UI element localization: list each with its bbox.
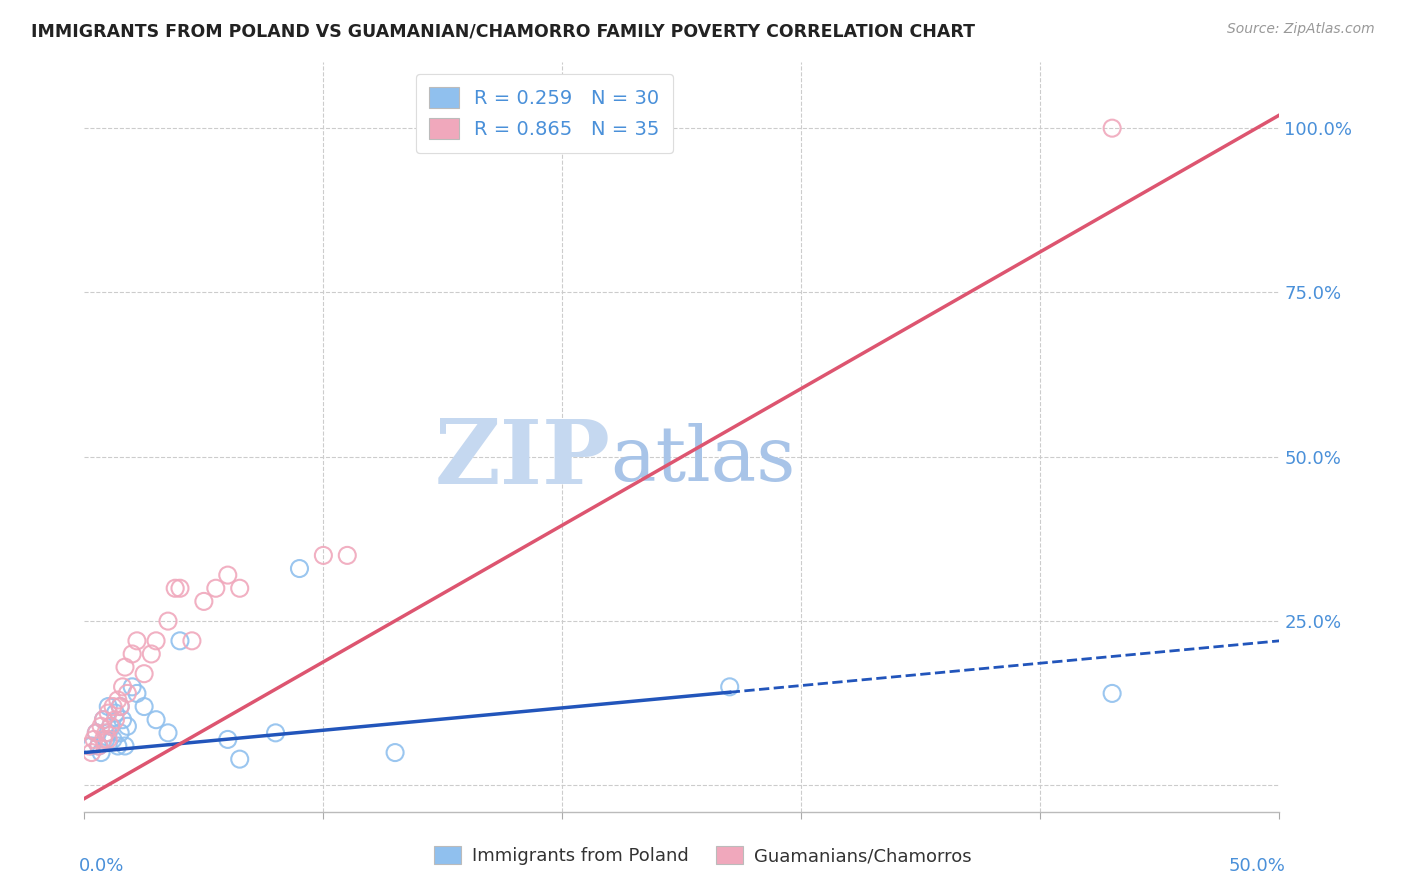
Point bbox=[125, 633, 148, 648]
Point bbox=[86, 726, 108, 740]
Point bbox=[97, 726, 120, 740]
Point bbox=[145, 633, 167, 648]
Point bbox=[117, 719, 139, 733]
Point bbox=[117, 686, 139, 700]
Point bbox=[229, 581, 252, 595]
Text: 0.0%: 0.0% bbox=[79, 856, 124, 875]
Point bbox=[217, 732, 239, 747]
Point bbox=[87, 739, 110, 753]
Point bbox=[104, 713, 127, 727]
Point bbox=[141, 647, 163, 661]
Point bbox=[1101, 121, 1123, 136]
Point bbox=[83, 732, 105, 747]
Point bbox=[336, 549, 359, 563]
Point bbox=[125, 686, 148, 700]
Point bbox=[121, 680, 143, 694]
Point bbox=[101, 699, 124, 714]
Point bbox=[288, 561, 311, 575]
Point bbox=[94, 726, 117, 740]
Point bbox=[114, 739, 136, 753]
Point bbox=[100, 719, 122, 733]
Point bbox=[110, 699, 132, 714]
Point bbox=[80, 746, 103, 760]
Point bbox=[312, 549, 335, 563]
Point bbox=[86, 726, 108, 740]
Point bbox=[157, 726, 180, 740]
Point bbox=[80, 739, 103, 753]
Point bbox=[181, 633, 204, 648]
Point bbox=[264, 726, 287, 740]
Point bbox=[87, 739, 110, 753]
Point bbox=[107, 693, 129, 707]
Point bbox=[111, 680, 134, 694]
Point bbox=[229, 752, 252, 766]
Point bbox=[110, 699, 132, 714]
Point bbox=[217, 568, 239, 582]
Point bbox=[132, 666, 156, 681]
Point bbox=[111, 713, 134, 727]
Point bbox=[77, 739, 100, 753]
Point bbox=[94, 732, 117, 747]
Point bbox=[104, 706, 127, 720]
Point bbox=[101, 732, 124, 747]
Point bbox=[145, 713, 167, 727]
Point bbox=[157, 614, 180, 628]
Point bbox=[93, 713, 115, 727]
Text: Source: ZipAtlas.com: Source: ZipAtlas.com bbox=[1227, 22, 1375, 37]
Point bbox=[107, 739, 129, 753]
Point bbox=[97, 706, 120, 720]
Legend: R = 0.259   N = 30, R = 0.865   N = 35: R = 0.259 N = 30, R = 0.865 N = 35 bbox=[416, 74, 673, 153]
Point bbox=[110, 726, 132, 740]
Point bbox=[1101, 686, 1123, 700]
Point bbox=[100, 719, 122, 733]
Text: ZIP: ZIP bbox=[434, 416, 610, 503]
Point bbox=[93, 713, 115, 727]
Text: IMMIGRANTS FROM POLAND VS GUAMANIAN/CHAMORRO FAMILY POVERTY CORRELATION CHART: IMMIGRANTS FROM POLAND VS GUAMANIAN/CHAM… bbox=[31, 22, 974, 40]
Point bbox=[169, 633, 191, 648]
Point bbox=[93, 732, 115, 747]
Point bbox=[97, 699, 120, 714]
Text: atlas: atlas bbox=[610, 423, 796, 497]
Point bbox=[90, 746, 112, 760]
Point bbox=[90, 719, 112, 733]
Point bbox=[169, 581, 191, 595]
Legend: Immigrants from Poland, Guamanians/Chamorros: Immigrants from Poland, Guamanians/Chamo… bbox=[427, 838, 979, 872]
Point bbox=[384, 746, 406, 760]
Point bbox=[114, 660, 136, 674]
Point bbox=[121, 647, 143, 661]
Point bbox=[193, 594, 215, 608]
Point bbox=[132, 699, 156, 714]
Point bbox=[205, 581, 228, 595]
Text: 50.0%: 50.0% bbox=[1229, 856, 1285, 875]
Point bbox=[165, 581, 187, 595]
Point bbox=[97, 732, 120, 747]
Point bbox=[718, 680, 741, 694]
